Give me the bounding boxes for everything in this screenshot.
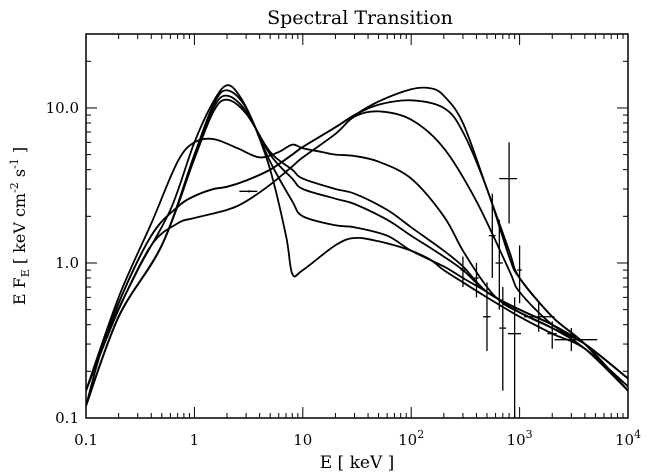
- y-tick-labels: 0.1 1.0 10.0: [46, 99, 79, 427]
- x-tick-label: 1: [190, 431, 200, 449]
- axis-ticks: [85, 33, 629, 419]
- x-axis-label: E [ keV ]: [320, 453, 395, 473]
- y-axis-label-text: E FE [ keV cm-2 s-1 ]: [8, 147, 32, 305]
- model-curve-7: [86, 99, 628, 392]
- data-error-bars: [239, 142, 598, 418]
- plot-frame: [85, 33, 629, 419]
- error-bar: [547, 321, 557, 349]
- error-bar: [460, 256, 466, 287]
- error-bar: [517, 245, 522, 304]
- error-bar: [499, 286, 507, 391]
- model-curve-2: [86, 89, 628, 407]
- model-curves: [86, 84, 628, 407]
- error-bar: [554, 328, 598, 352]
- y-tick-label: 10.0: [46, 99, 79, 117]
- error-bar: [495, 219, 503, 310]
- model-curve-6: [86, 110, 628, 392]
- model-curve-4: [86, 98, 628, 407]
- error-bar: [507, 297, 521, 418]
- error-bar: [483, 282, 491, 352]
- error-bar: [524, 302, 555, 332]
- model-curve-3: [86, 94, 628, 407]
- model-curve-8: [86, 86, 628, 392]
- x-tick-label: 0.1: [74, 431, 98, 449]
- x-tick-label: 103: [507, 428, 533, 449]
- model-curve-1: [86, 84, 628, 406]
- x-tick-label: 10: [293, 431, 312, 449]
- y-tick-label: 0.1: [55, 409, 79, 427]
- error-bar: [474, 262, 479, 298]
- error-bar: [239, 190, 258, 193]
- x-tick-label: 102: [398, 428, 424, 449]
- model-curve-5: [86, 137, 628, 392]
- x-tick-label: 104: [615, 428, 641, 449]
- chart-title: Spectral Transition: [267, 7, 453, 29]
- error-bar: [499, 142, 518, 224]
- y-axis-label: E FE [ keV cm-2 s-1 ]: [8, 147, 32, 305]
- y-tick-label: 1.0: [55, 254, 79, 272]
- x-tick-labels: 0.1 1 10 102 103 104: [74, 428, 641, 449]
- error-bar: [488, 193, 496, 279]
